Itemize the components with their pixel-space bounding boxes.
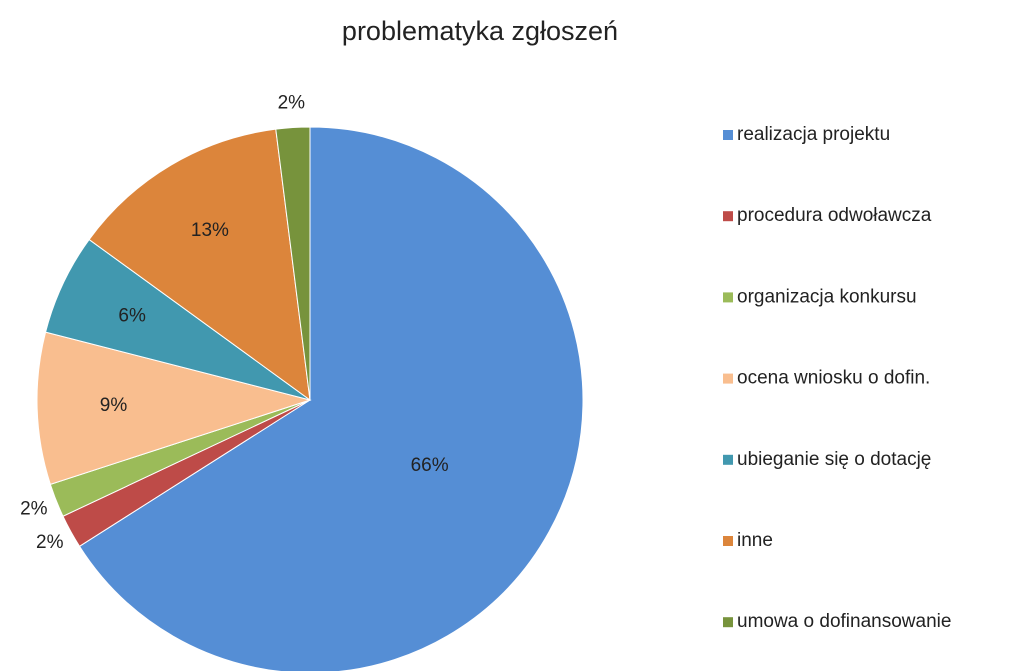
data-label: 2% bbox=[278, 93, 306, 114]
data-label: 2% bbox=[36, 532, 64, 553]
legend-label: procedura odwoławcza bbox=[737, 205, 932, 226]
legend-label: ocena wniosku o dofin. bbox=[737, 368, 930, 389]
data-label: 2% bbox=[20, 498, 48, 519]
legend-label: organizacja konkursu bbox=[737, 286, 917, 307]
chart-title: problematyka zgłoszeń bbox=[342, 16, 618, 46]
data-label: 6% bbox=[118, 305, 146, 326]
legend-swatch bbox=[723, 292, 733, 303]
data-label: 66% bbox=[411, 455, 449, 476]
pie-slice bbox=[275, 126, 311, 401]
data-label: 9% bbox=[100, 395, 128, 416]
legend-swatch bbox=[723, 130, 733, 140]
pie-slice bbox=[36, 331, 312, 485]
legend-swatch bbox=[723, 211, 733, 222]
legend-label: ubieganie się o dotację bbox=[737, 449, 931, 470]
legend-swatch bbox=[723, 373, 733, 384]
legend-swatch bbox=[723, 454, 733, 465]
pie-slice bbox=[78, 126, 584, 671]
legend-label: inne bbox=[737, 530, 773, 551]
legend-label: umowa o dofinansowanie bbox=[737, 611, 951, 632]
data-label: 13% bbox=[191, 220, 229, 241]
pie-slice bbox=[88, 128, 311, 402]
legend-label: realizacja projektu bbox=[737, 124, 890, 145]
legend-swatch bbox=[723, 536, 733, 546]
legend-swatch bbox=[723, 617, 733, 628]
